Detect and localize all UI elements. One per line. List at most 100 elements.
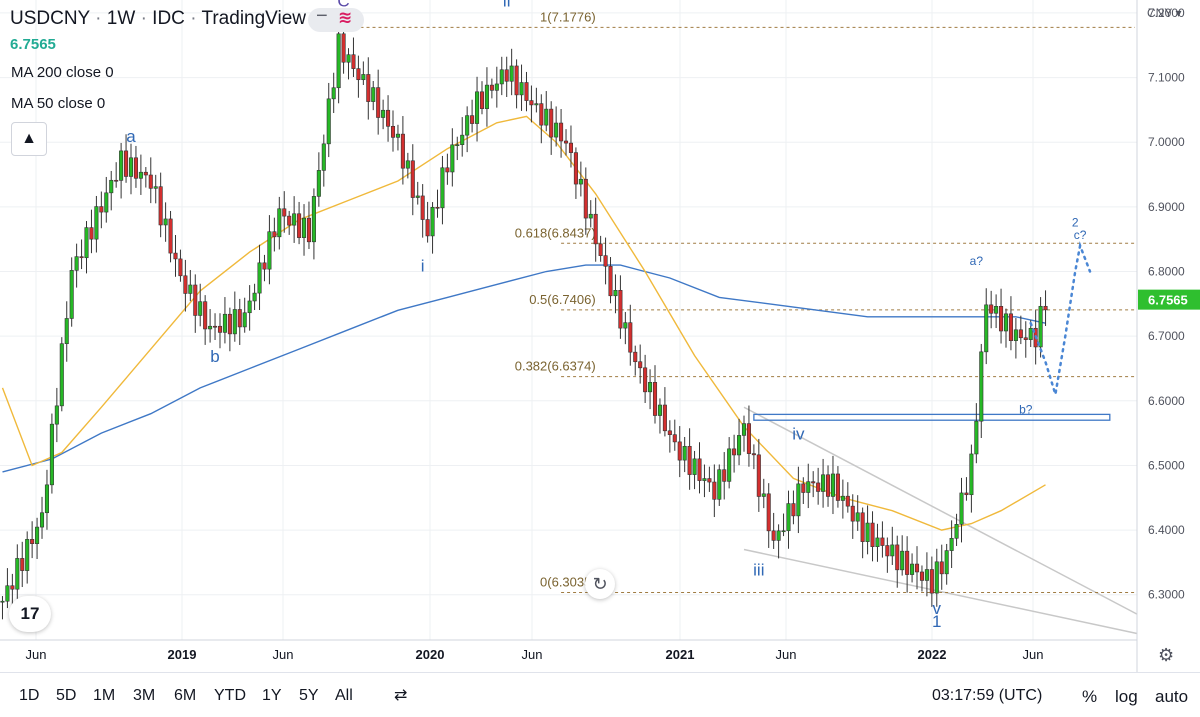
candle-body bbox=[410, 160, 415, 198]
reset-icon[interactable]: ↻ bbox=[585, 569, 615, 599]
timeframe-all[interactable]: All bbox=[335, 687, 353, 704]
wave-icon[interactable]: ≋ bbox=[338, 8, 353, 27]
candle-body bbox=[583, 178, 588, 219]
candle-body bbox=[35, 526, 40, 544]
price-chart[interactable]: 1(7.1776) 0.618(6.8437) 0.5(6.7406) 0.382(6… bbox=[0, 0, 1200, 672]
ma200-line bbox=[2, 264, 1046, 473]
timeframe-6m[interactable]: 6M bbox=[174, 687, 197, 704]
candle-body bbox=[840, 495, 845, 501]
candle-body bbox=[984, 304, 989, 353]
candle-body bbox=[158, 186, 163, 226]
candle-body bbox=[188, 284, 193, 294]
candle-body bbox=[395, 133, 400, 138]
compare-icon[interactable]: ⇄ bbox=[394, 687, 408, 704]
candle-body bbox=[697, 458, 702, 481]
candle-body bbox=[475, 91, 480, 124]
projection-path bbox=[1029, 241, 1092, 395]
log-toggle[interactable]: log bbox=[1115, 687, 1138, 706]
candle-body bbox=[667, 430, 672, 435]
candle-body bbox=[821, 474, 826, 492]
candle-body bbox=[1018, 329, 1023, 339]
candle-body bbox=[277, 208, 282, 238]
last-price: 6.7565 bbox=[10, 36, 56, 53]
candle-body bbox=[94, 206, 99, 240]
timeframe-1m[interactable]: 1M bbox=[93, 687, 116, 704]
indicator-ma200[interactable]: MA 200 close 0 bbox=[11, 64, 114, 81]
candle-body bbox=[1038, 305, 1043, 348]
wave-label: ii bbox=[503, 0, 511, 10]
candle-body bbox=[811, 481, 816, 484]
x-tick-label: 2019 bbox=[168, 647, 197, 662]
candle-body bbox=[628, 322, 633, 353]
gear-icon[interactable]: ⚙ bbox=[1158, 645, 1175, 665]
percent-toggle[interactable]: % bbox=[1082, 687, 1098, 706]
candle-body bbox=[994, 306, 999, 314]
candle-body bbox=[366, 74, 371, 102]
timeframe-1d[interactable]: 1D bbox=[19, 687, 40, 704]
candle-body bbox=[39, 512, 45, 528]
candle-body bbox=[25, 539, 30, 571]
x-tick-label: 2020 bbox=[416, 647, 445, 662]
timeframe-3m[interactable]: 3M bbox=[133, 687, 156, 704]
candle-body bbox=[524, 82, 529, 101]
auto-toggle[interactable]: auto bbox=[1155, 687, 1189, 706]
indicator-ma50[interactable]: MA 50 close 0 bbox=[11, 95, 106, 112]
candle-body bbox=[119, 150, 124, 181]
candle-body bbox=[1013, 329, 1018, 341]
interval-label[interactable]: 1W bbox=[106, 8, 136, 29]
tradingview-logo[interactable]: 17 bbox=[9, 596, 51, 632]
candle-body bbox=[470, 115, 475, 124]
y-tick-label: 6.3000 bbox=[1148, 588, 1185, 602]
candle-body bbox=[460, 134, 465, 145]
chart-header: USDCNY · 1W · IDC · TradingView bbox=[10, 8, 306, 30]
candle-body bbox=[608, 265, 613, 297]
candle-body bbox=[914, 563, 920, 573]
candle-body bbox=[494, 83, 499, 91]
candle-body bbox=[801, 483, 806, 493]
candle-body bbox=[593, 213, 598, 245]
candle-body bbox=[860, 512, 865, 542]
candle-body bbox=[74, 256, 79, 271]
candle-body bbox=[371, 87, 376, 102]
minus-icon[interactable]: − bbox=[316, 5, 328, 27]
candle-body bbox=[554, 122, 559, 138]
candle-body bbox=[722, 469, 727, 482]
collapse-legend-button[interactable]: ▲ bbox=[11, 122, 47, 156]
candle-body bbox=[835, 473, 840, 501]
wave-label: v bbox=[933, 599, 942, 618]
candle-body bbox=[227, 313, 232, 335]
candle-body bbox=[568, 142, 574, 153]
candle-body bbox=[336, 33, 341, 89]
timeframe-5y[interactable]: 5Y bbox=[299, 687, 319, 704]
candle-body bbox=[361, 74, 366, 81]
fib-label: 1(7.1776) bbox=[540, 9, 596, 24]
indicator-toggle-pill[interactable] bbox=[308, 8, 364, 32]
candle-body bbox=[430, 206, 435, 237]
candle-body bbox=[15, 558, 20, 590]
candle-body bbox=[5, 585, 10, 602]
candle-body bbox=[756, 454, 761, 497]
timeframe-ytd[interactable]: YTD bbox=[214, 687, 246, 704]
utc-clock: 03:17:59 (UTC) bbox=[932, 687, 1043, 704]
y-tick-label: 6.6000 bbox=[1148, 394, 1185, 408]
candle-body bbox=[682, 446, 687, 461]
y-tick-label: 7.0000 bbox=[1148, 135, 1185, 149]
candle-body bbox=[99, 206, 104, 213]
currency-label[interactable]: CNY ▾ bbox=[1147, 6, 1182, 20]
timeframe-1y[interactable]: 1Y bbox=[262, 687, 282, 704]
y-tick-label: 6.5000 bbox=[1148, 458, 1185, 472]
candle-body bbox=[198, 301, 203, 316]
last-price-badge bbox=[1138, 289, 1200, 310]
symbol-name[interactable]: USDCNY bbox=[10, 8, 90, 29]
candle-body bbox=[109, 179, 114, 194]
candle-body bbox=[929, 569, 934, 594]
candle-body bbox=[479, 91, 485, 109]
candle-body bbox=[830, 473, 836, 497]
candle-body bbox=[875, 537, 880, 547]
timeframe-5d[interactable]: 5D bbox=[56, 687, 77, 704]
candle-body bbox=[954, 524, 959, 539]
candle-body bbox=[796, 483, 801, 517]
candle-body bbox=[44, 484, 49, 514]
candle-body bbox=[989, 304, 994, 314]
